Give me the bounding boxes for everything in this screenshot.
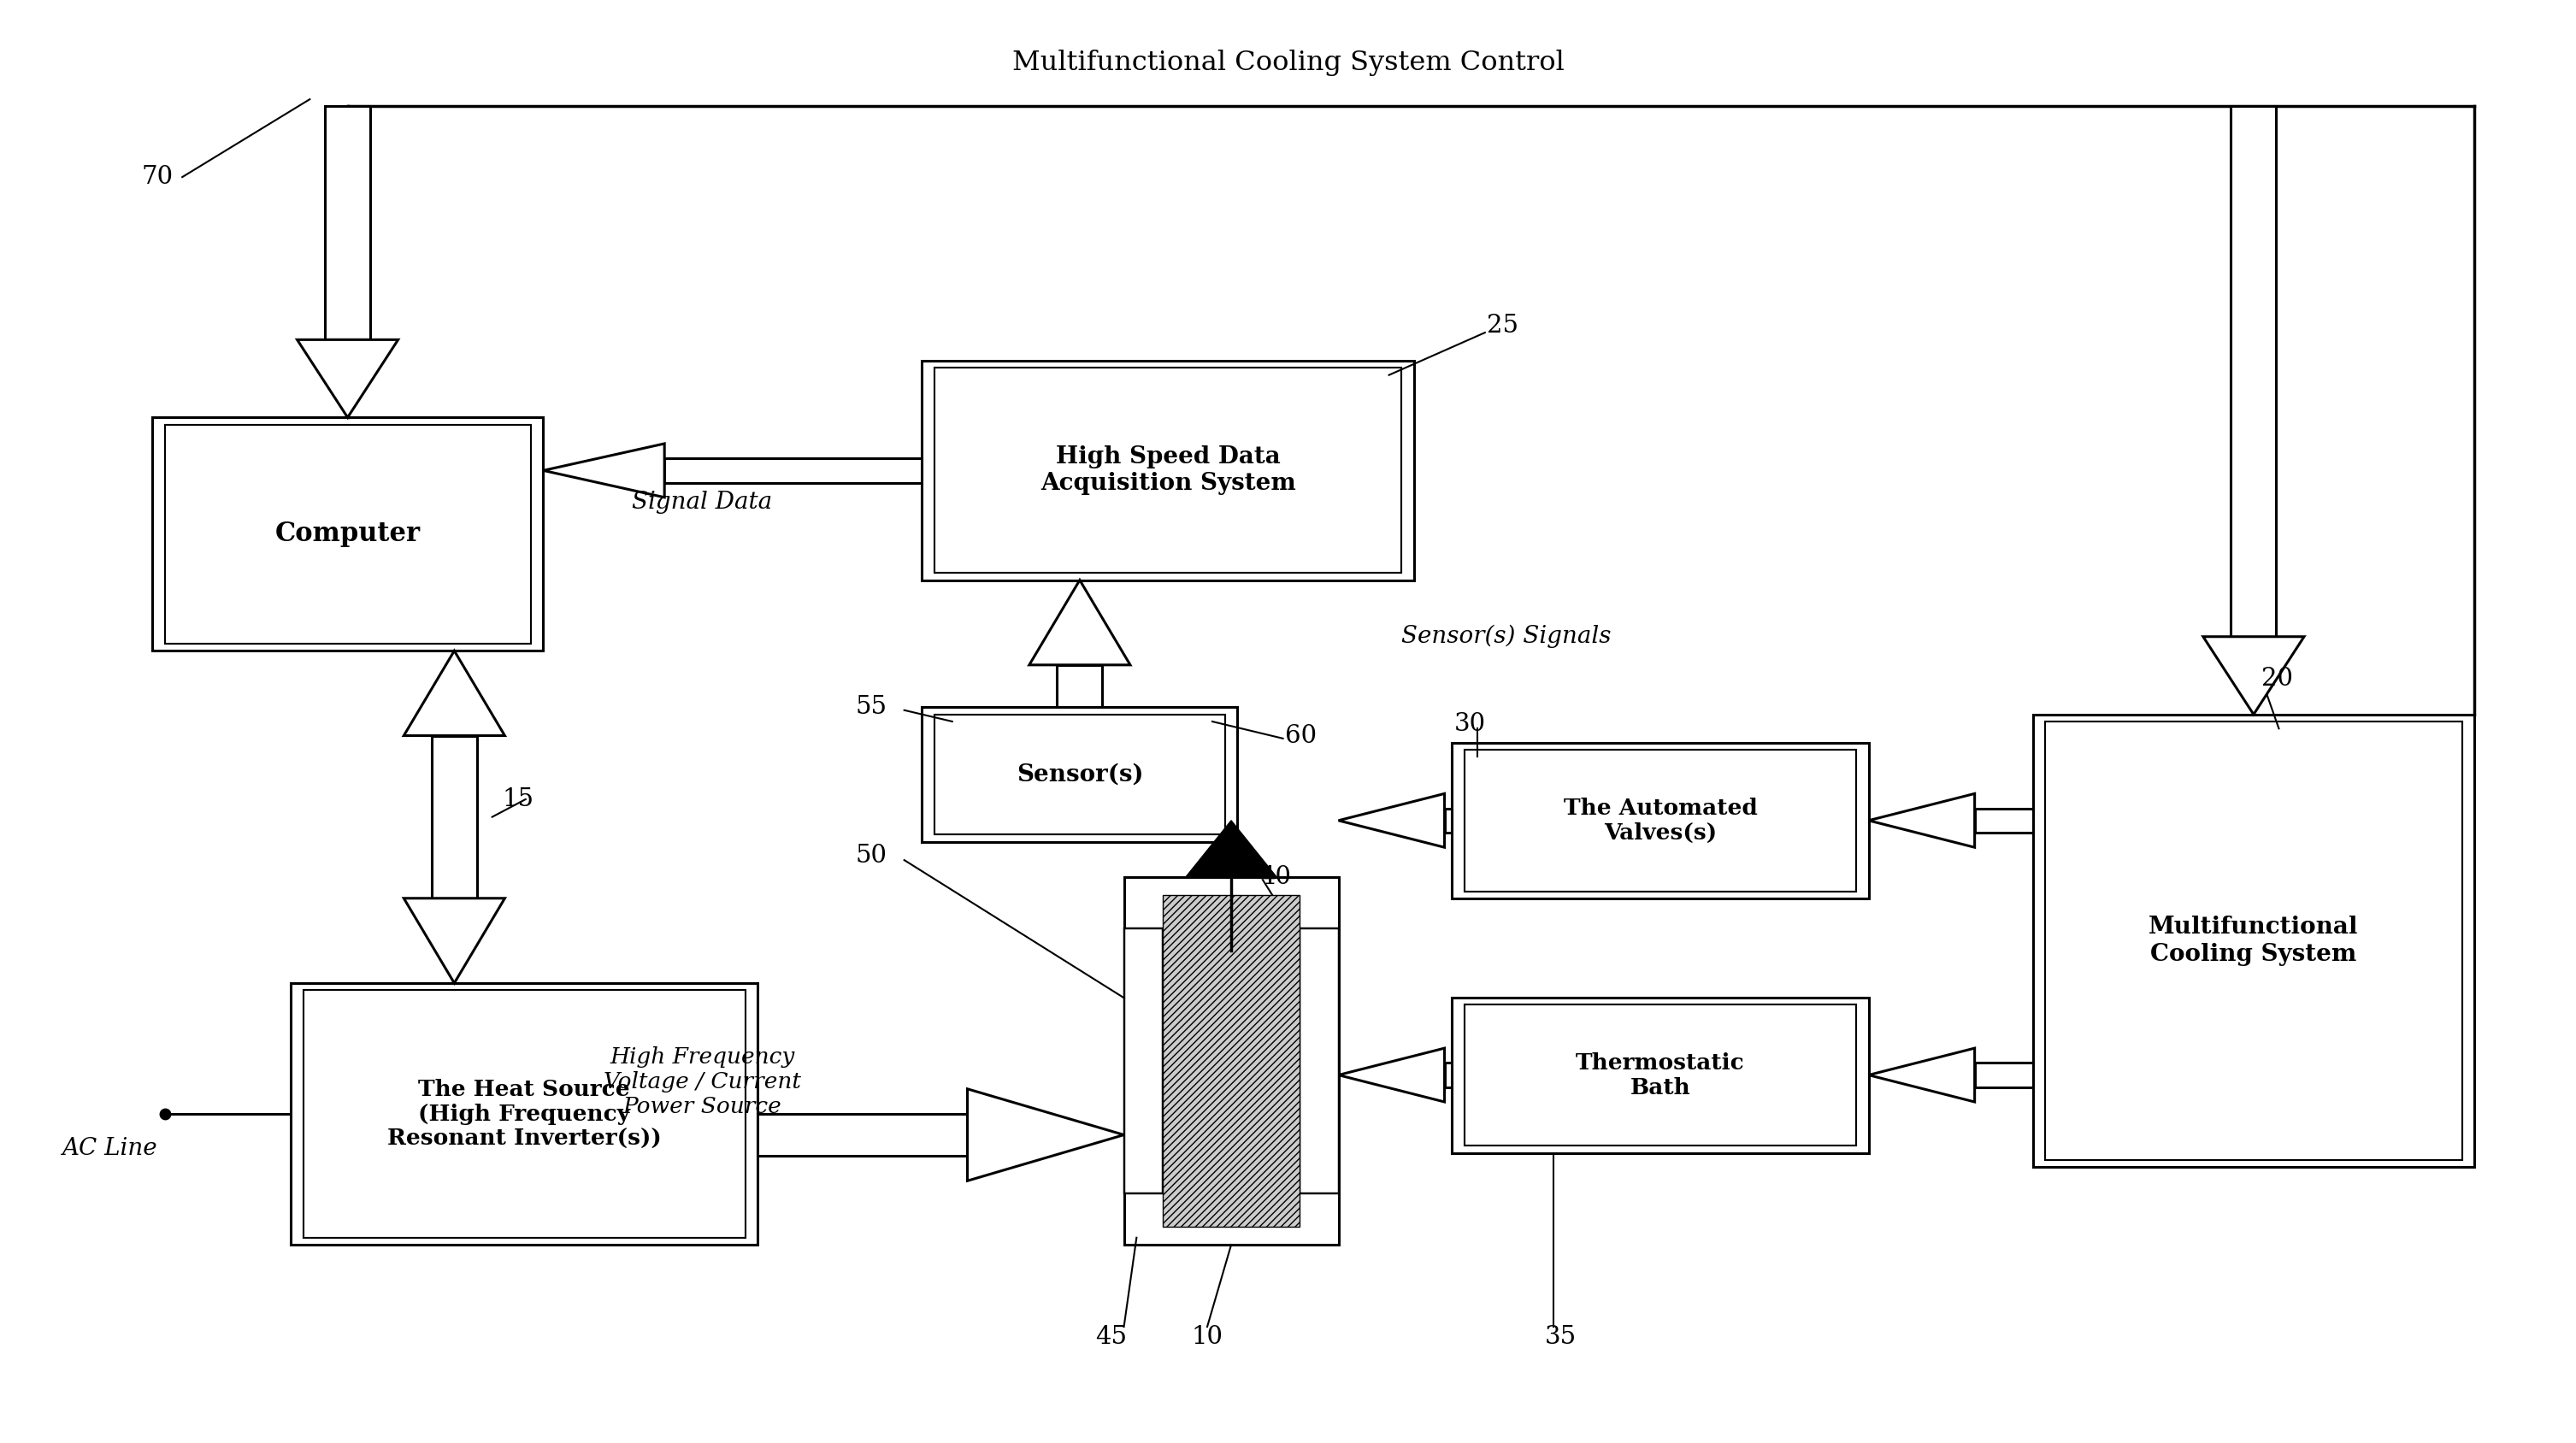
Text: Sensor(s) Signals: Sensor(s) Signals — [1401, 625, 1613, 648]
Bar — [2032, 714, 2476, 1167]
Bar — [152, 417, 544, 651]
Polygon shape — [2202, 636, 2303, 714]
Text: 45: 45 — [1095, 1325, 1128, 1349]
Text: Multifunctional Cooling System Control: Multifunctional Cooling System Control — [1012, 49, 1564, 76]
Text: Computer: Computer — [276, 521, 420, 547]
Bar — [165, 424, 531, 644]
Polygon shape — [544, 443, 665, 498]
Bar — [304, 990, 744, 1238]
Text: 30: 30 — [1453, 713, 1486, 736]
Polygon shape — [296, 339, 399, 417]
Bar — [1453, 997, 1868, 1153]
Bar — [757, 1114, 969, 1156]
Text: 35: 35 — [1546, 1325, 1577, 1349]
Bar — [922, 361, 1414, 580]
Bar — [1056, 665, 1103, 707]
Bar — [1162, 896, 1301, 1227]
Polygon shape — [1340, 794, 1445, 847]
Text: 60: 60 — [1285, 724, 1316, 747]
Bar — [665, 459, 922, 482]
Text: 55: 55 — [855, 696, 886, 719]
Bar — [433, 736, 477, 898]
Text: High Speed Data
Acquisition System: High Speed Data Acquisition System — [1041, 446, 1296, 495]
Polygon shape — [1868, 794, 1976, 847]
Text: 50: 50 — [855, 844, 886, 867]
Text: 10: 10 — [1190, 1325, 1224, 1349]
Polygon shape — [1185, 821, 1278, 877]
Text: 15: 15 — [502, 788, 533, 811]
Bar — [1445, 808, 1453, 833]
Bar — [2045, 722, 2463, 1160]
Bar — [1123, 928, 1162, 1193]
Bar — [1301, 928, 1340, 1193]
Text: 25: 25 — [1486, 313, 1517, 338]
Text: 20: 20 — [2262, 667, 2293, 691]
Text: The Heat Source
(High Frequency
Resonant Inverter(s)): The Heat Source (High Frequency Resonant… — [386, 1078, 662, 1150]
Polygon shape — [969, 1089, 1123, 1180]
Text: Multifunctional
Cooling System: Multifunctional Cooling System — [2148, 916, 2360, 965]
Bar — [935, 368, 1401, 573]
Bar — [1466, 1004, 1855, 1146]
Bar — [1445, 1063, 1453, 1087]
Polygon shape — [404, 651, 505, 736]
Bar — [325, 107, 371, 339]
Text: High Frequency
Voltage / Current
Power Source: High Frequency Voltage / Current Power S… — [603, 1046, 801, 1117]
Polygon shape — [404, 898, 505, 983]
Text: The Automated
Valves(s): The Automated Valves(s) — [1564, 798, 1757, 844]
Polygon shape — [1030, 580, 1131, 665]
Text: AC Line: AC Line — [62, 1137, 157, 1160]
Text: Sensor(s): Sensor(s) — [1018, 763, 1144, 786]
Text: 40: 40 — [1260, 866, 1291, 889]
Text: Thermostatic
Bath: Thermostatic Bath — [1577, 1052, 1744, 1098]
Bar — [1453, 743, 1868, 898]
Polygon shape — [1340, 1048, 1445, 1102]
Text: 70: 70 — [142, 165, 173, 189]
Bar — [291, 983, 757, 1245]
Bar — [2231, 107, 2277, 636]
Polygon shape — [1868, 1048, 1976, 1102]
Bar — [935, 714, 1226, 834]
Text: Signal Data: Signal Data — [631, 491, 773, 514]
Bar — [1466, 750, 1855, 892]
Bar — [1123, 877, 1340, 1245]
Bar — [1976, 808, 2032, 833]
Bar — [1976, 1063, 2032, 1087]
Bar — [922, 707, 1236, 841]
